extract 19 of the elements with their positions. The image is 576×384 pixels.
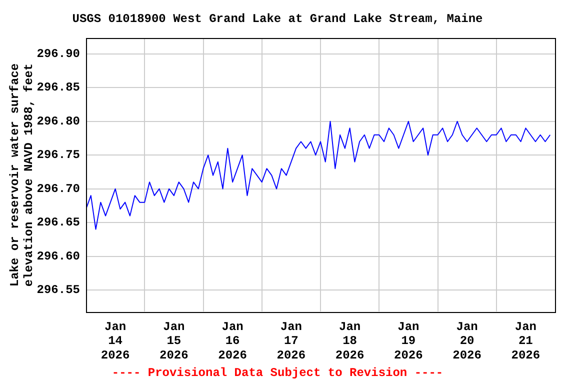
y-tick-label: 296.85 bbox=[36, 80, 80, 95]
y-tick-label: 296.75 bbox=[36, 148, 80, 162]
text: ---- Provisional Data Subject to Revision ---- bbox=[112, 366, 444, 380]
y-tick-label: 296.70 bbox=[36, 182, 80, 196]
x-tick-label: Jan 15 2026 bbox=[160, 320, 188, 363]
y-axis-title: Lake or reservoir water surface elevation above NAVD 1988, feet bbox=[8, 62, 36, 289]
x-tick-label: Jan 14 2026 bbox=[100, 320, 130, 363]
y-tick-label: 296.55 bbox=[36, 283, 80, 298]
x-tick-label: Jan 20 2026 bbox=[452, 320, 482, 363]
y-tick-label: 296.65 bbox=[36, 216, 80, 230]
x-tick-label: Jan 21 2026 bbox=[511, 320, 540, 363]
x-tick-label: Jan 17 2026 bbox=[276, 320, 306, 363]
x-tick-label: Jan 18 2026 bbox=[335, 320, 364, 363]
x-tick-label: Jan 19 2026 bbox=[394, 320, 423, 363]
x-tick-label: Jan 16 2026 bbox=[218, 320, 247, 363]
chart-title: USGS 01018900 West Grand Lake at Grand Lake Stream, Maine bbox=[72, 12, 483, 26]
y-tick-label: 296.60 bbox=[36, 249, 80, 264]
y-tick-label: 296.90 bbox=[36, 46, 80, 61]
y-tick-label: 296.80 bbox=[36, 114, 80, 128]
